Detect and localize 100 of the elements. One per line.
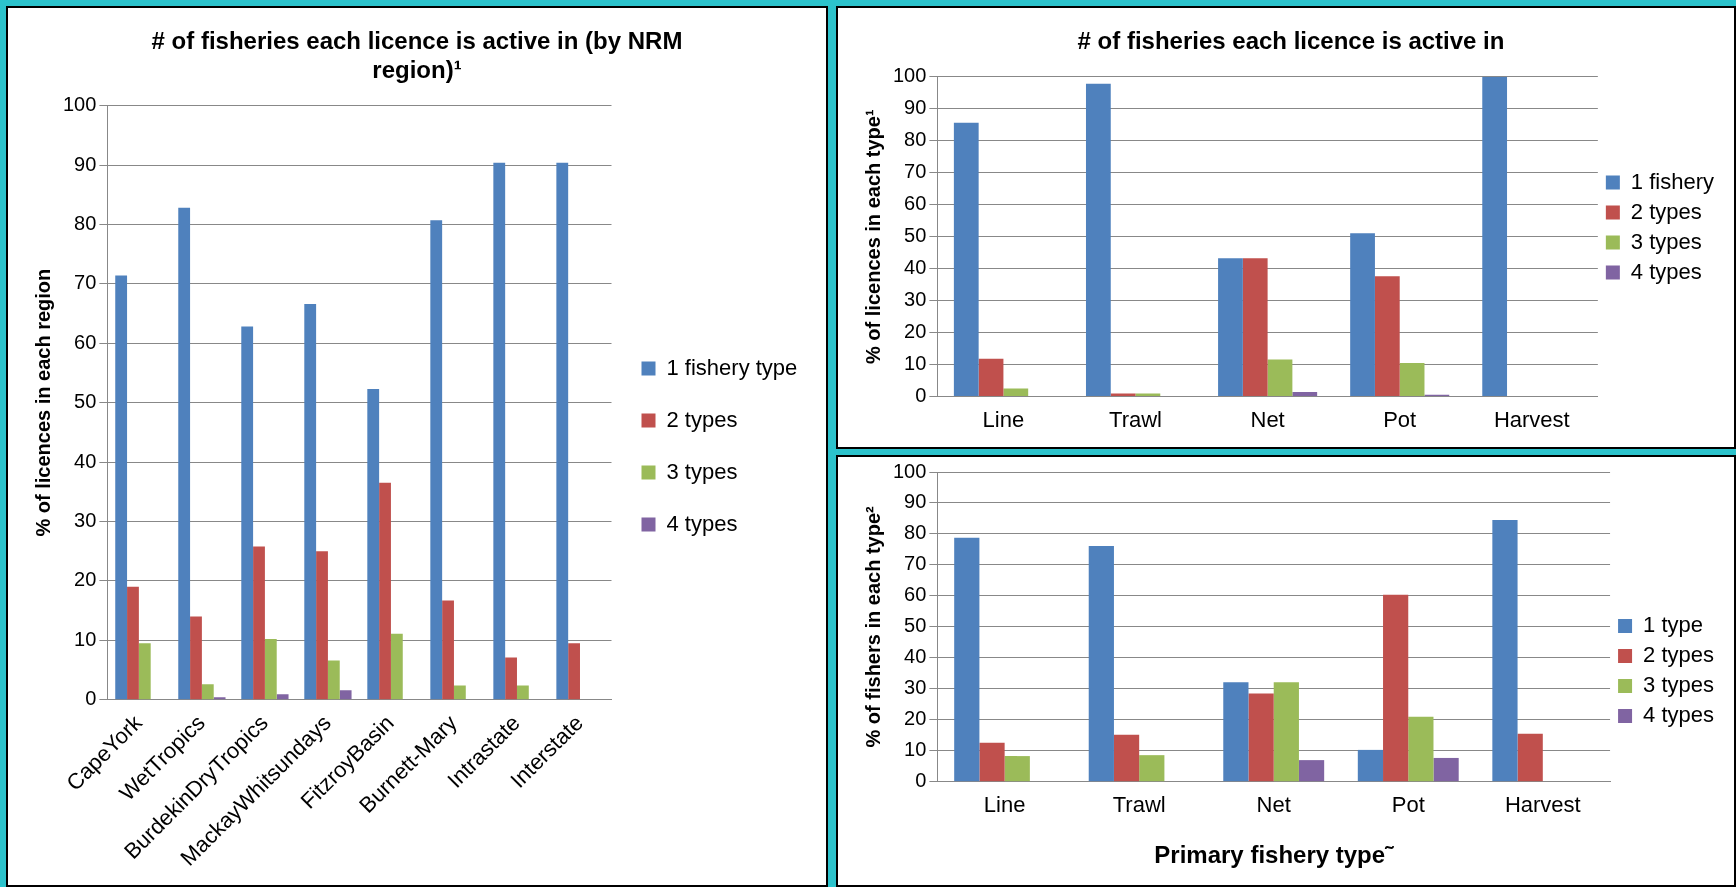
- y-tick-label: 10: [904, 352, 927, 375]
- legend-label: 4 types: [666, 510, 738, 536]
- y-axis-title: % of licences in each type¹: [861, 109, 884, 364]
- bar: [1088, 546, 1114, 782]
- y-tick-label: 20: [74, 568, 97, 591]
- bar: [1135, 393, 1161, 397]
- legend-label: 3 types: [666, 458, 738, 484]
- bar: [1003, 388, 1029, 397]
- x-tick-label: Trawl: [1109, 406, 1162, 432]
- legend-label: 2 types: [1630, 198, 1702, 224]
- y-tick-label: 60: [74, 330, 97, 353]
- x-tick-label: Trawl: [1112, 792, 1166, 818]
- y-tick-label: 100: [892, 64, 927, 87]
- y-tick-label: 10: [74, 627, 97, 650]
- bar: [276, 694, 289, 700]
- bar: [316, 551, 328, 700]
- bar: [1492, 520, 1518, 782]
- legend-label: 4 types: [1630, 258, 1702, 284]
- bar: [1292, 392, 1318, 397]
- bar: [1085, 83, 1111, 397]
- bar: [241, 326, 254, 700]
- bar: [493, 162, 506, 700]
- y-tick-label: 70: [74, 271, 97, 294]
- bar: [568, 643, 580, 700]
- bar: [1350, 233, 1375, 397]
- bar: [190, 616, 202, 700]
- y-tick-label: 20: [904, 320, 927, 343]
- x-tick-label: Net: [1256, 792, 1291, 818]
- y-tick-label: 30: [904, 676, 927, 699]
- y-axis-title: % of fishers in each type²: [861, 505, 884, 748]
- bar: [327, 660, 340, 700]
- y-tick-label: 40: [904, 645, 927, 668]
- bar: [1110, 393, 1136, 397]
- bar: [201, 684, 214, 700]
- bar: [1113, 734, 1140, 782]
- y-tick-label: 80: [904, 521, 927, 544]
- bar: [1139, 755, 1165, 782]
- bar: [264, 639, 277, 700]
- legend-label: 1 fishery: [1630, 168, 1715, 194]
- y-tick-label: 0: [915, 769, 927, 792]
- bar: [442, 600, 454, 700]
- y-tick-label: 70: [904, 552, 927, 575]
- bar: [1242, 258, 1268, 397]
- y-tick-label: 80: [904, 128, 927, 151]
- bar: [1408, 716, 1434, 782]
- bar: [178, 207, 191, 700]
- y-tick-label: 0: [85, 687, 97, 710]
- bar: [1218, 258, 1243, 397]
- bar: [1357, 749, 1384, 782]
- bar: [115, 275, 128, 700]
- y-axis-title: % of licences in each region: [31, 268, 54, 537]
- legend-label: 1 fishery type: [666, 354, 798, 380]
- bar: [556, 162, 569, 700]
- bar: [1383, 594, 1409, 782]
- x-tick-label: Pot: [1383, 406, 1417, 432]
- y-tick-label: 100: [62, 93, 97, 116]
- x-tick-label: Harvest: [1493, 406, 1570, 432]
- bar: [1004, 756, 1030, 782]
- bar: [1267, 359, 1293, 397]
- bar: [516, 685, 529, 700]
- bar: [505, 657, 517, 700]
- bar: [367, 388, 380, 700]
- chart-title: # of fisheries each licence is active in: [1077, 27, 1505, 55]
- y-tick-label: 80: [74, 211, 97, 234]
- y-tick-label: 40: [904, 256, 927, 279]
- bar: [1273, 682, 1299, 782]
- bar: [379, 482, 391, 700]
- legend-label: 3 types: [1630, 228, 1702, 254]
- y-tick-label: 30: [74, 508, 97, 531]
- bar: [1399, 363, 1425, 397]
- bar: [1223, 682, 1249, 782]
- legend-label: 3 types: [1643, 672, 1715, 698]
- y-tick-label: 90: [904, 490, 927, 513]
- bar: [978, 358, 1004, 397]
- y-tick-label: 60: [904, 583, 927, 606]
- y-tick-label: 100: [892, 459, 927, 482]
- x-tick-label: Line: [983, 792, 1026, 818]
- bar: [339, 690, 352, 700]
- bar: [138, 643, 151, 700]
- legend-label: 2 types: [1643, 642, 1715, 668]
- x-tick-label: Pot: [1391, 792, 1425, 818]
- bar: [954, 537, 980, 782]
- y-tick-label: 60: [904, 192, 927, 215]
- y-tick-label: 50: [74, 390, 97, 413]
- x-axis-title: Primary fishery type˜: [1154, 841, 1395, 869]
- y-tick-label: 20: [904, 707, 927, 730]
- y-tick-label: 0: [915, 384, 927, 407]
- bar: [1433, 757, 1459, 782]
- bar: [304, 304, 317, 700]
- bar: [1298, 760, 1325, 782]
- x-tick-label: Harvest: [1504, 792, 1581, 818]
- bar: [453, 685, 466, 700]
- x-tick-label: Net: [1250, 406, 1285, 432]
- y-tick-label: 90: [74, 152, 97, 175]
- bar: [1482, 76, 1508, 397]
- bar: [1517, 733, 1543, 782]
- y-tick-label: 70: [904, 160, 927, 183]
- bar: [253, 546, 265, 700]
- bar: [1248, 693, 1274, 782]
- bar: [430, 220, 443, 700]
